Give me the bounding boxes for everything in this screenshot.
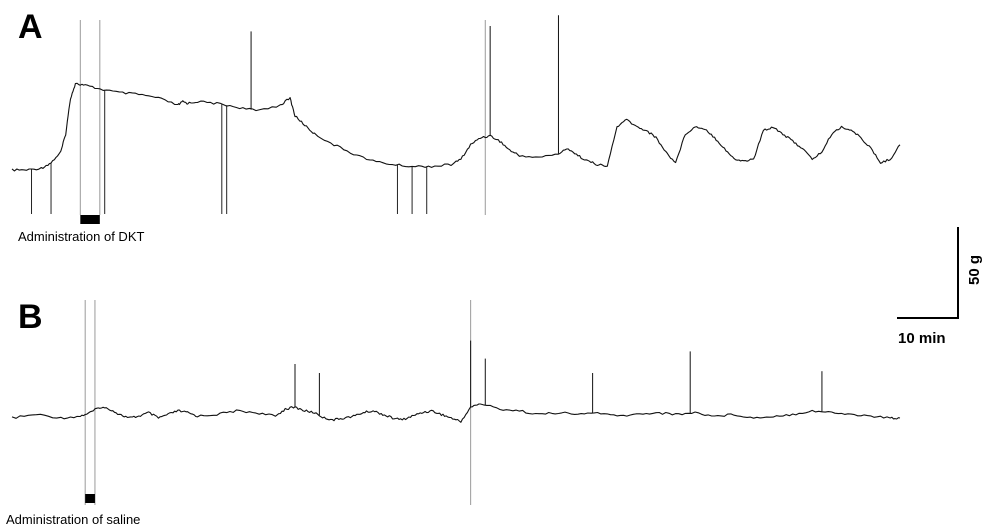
panel-a: A Administration of DKT (11, 8, 901, 244)
panel-b-trace (11, 403, 901, 423)
scale-bar: 50 g 10 min (897, 227, 983, 347)
scale-bar-vertical-label: 50 g (966, 255, 983, 285)
panel-b: B Administration of saline (6, 298, 901, 527)
panel-a-downward-artifacts (31, 89, 428, 214)
panel-a-spikes (250, 15, 559, 154)
panel-a-treatment-bar (80, 215, 100, 224)
panel-a-trace (11, 82, 901, 172)
panel-a-annotation: Administration of DKT (18, 229, 144, 244)
scale-bar-horizontal-label: 10 min (898, 330, 946, 347)
panel-a-label: A (18, 8, 43, 46)
panel-b-label: B (18, 298, 43, 336)
panel-b-treatment-bar (85, 494, 95, 503)
panel-b-annotation: Administration of saline (6, 512, 140, 527)
panel-a-event-markers (79, 20, 486, 215)
panel-b-spikes (294, 340, 823, 416)
panel-b-event-markers (84, 300, 472, 505)
